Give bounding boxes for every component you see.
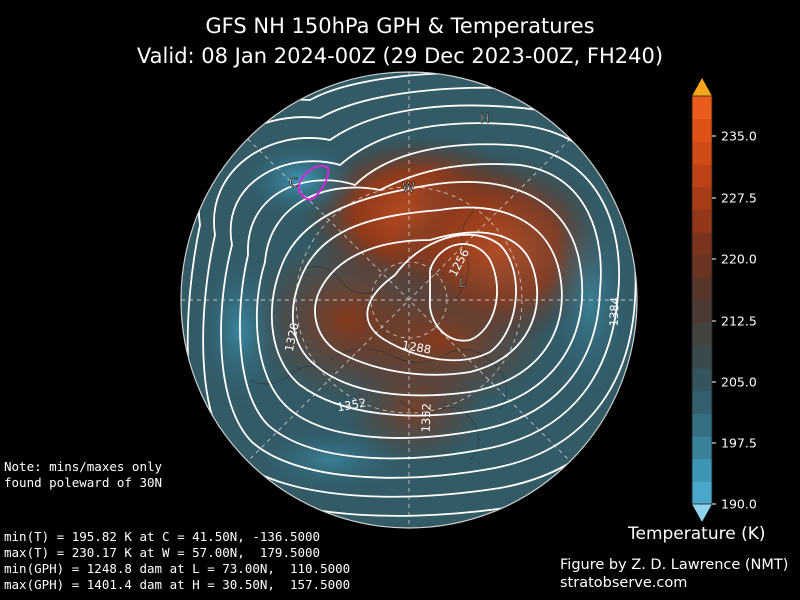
title-line-2: Valid: 08 Jan 2024-00Z (29 Dec 2023-00Z,… <box>136 44 664 68</box>
colorbar-bin <box>692 118 712 142</box>
title-line-1: GFS NH 150hPa GPH & Temperatures <box>205 14 595 38</box>
colorbar-extend-low <box>692 504 712 522</box>
colorbar: 235.0 227.5 220.0 212.5 205.0 197.5 190.0 <box>691 78 757 522</box>
colorbar-bin <box>692 209 712 233</box>
colorbar-tick-label: 197.5 <box>721 436 757 451</box>
colorbar-bin <box>692 141 712 165</box>
cold-contour <box>297 165 330 201</box>
colorbar-bin <box>692 186 712 210</box>
colorbar-tick-label: 190.0 <box>721 497 757 512</box>
colorbar-bin <box>692 164 712 188</box>
stat-max-t: max(T) = 230.17 K at W = 57.00N, 179.500… <box>4 545 321 560</box>
colorbar-bin <box>692 96 712 120</box>
note: Note: mins/maxes only found poleward of … <box>4 459 163 490</box>
stat-max-gph: max(GPH) = 1401.4 dam at H = 30.50N, 157… <box>4 577 351 592</box>
colorbar-tick-label: 227.5 <box>721 191 757 206</box>
colorbar-bin <box>692 254 712 278</box>
colorbar-bin <box>692 277 712 301</box>
colorbar-bin <box>692 413 712 437</box>
colorbar-extend-high <box>692 78 712 96</box>
marker-h: H <box>480 112 490 127</box>
credit-site: stratobserve.com <box>560 575 688 591</box>
colorbar-bin <box>692 300 712 324</box>
colorbar-bin <box>692 322 712 346</box>
marker-group: H W L C <box>289 112 490 292</box>
colorbar-bin <box>692 458 712 482</box>
colorbar-tick-label: 220.0 <box>721 252 757 267</box>
colorbar-label: Temperature (K) <box>628 524 766 544</box>
marker-l: L <box>459 276 467 291</box>
colorbar-tick-label: 212.5 <box>721 314 757 329</box>
colorbar-bin <box>692 232 712 256</box>
colorbar-bin <box>692 390 712 414</box>
credit-author: Figure by Z. D. Lawrence (NMT) <box>560 557 789 573</box>
colorbar-bins <box>692 96 712 505</box>
colorbar-bin <box>692 368 712 392</box>
stat-min-gph: min(GPH) = 1248.8 dam at L = 73.00N, 110… <box>4 561 351 576</box>
contour-label-1288: 1288 <box>401 338 432 357</box>
contour-label-1384: 1384 <box>607 297 622 327</box>
marker-w: W <box>402 181 415 196</box>
colorbar-bin <box>692 345 712 369</box>
contour-label-1352a: 1352 <box>336 395 367 414</box>
stat-min-t: min(T) = 195.82 K at C = 41.50N, -136.50… <box>4 529 321 544</box>
contour-label-1352b: 1352 <box>419 403 434 433</box>
map-field <box>181 72 637 528</box>
stats: min(T) = 195.82 K at C = 41.50N, -136.50… <box>4 529 350 593</box>
contour-label-1320: 1320 <box>282 321 302 353</box>
marker-c: C <box>289 176 298 191</box>
colorbar-ticks: 235.0 227.5 220.0 212.5 205.0 197.5 190.0 <box>712 129 757 512</box>
colorbar-tick-label: 235.0 <box>721 129 757 144</box>
colorbar-bin <box>692 436 712 460</box>
colorbar-tick-label: 205.0 <box>721 375 757 390</box>
map-boundary <box>180 71 638 529</box>
colorbar-bin <box>692 481 712 505</box>
